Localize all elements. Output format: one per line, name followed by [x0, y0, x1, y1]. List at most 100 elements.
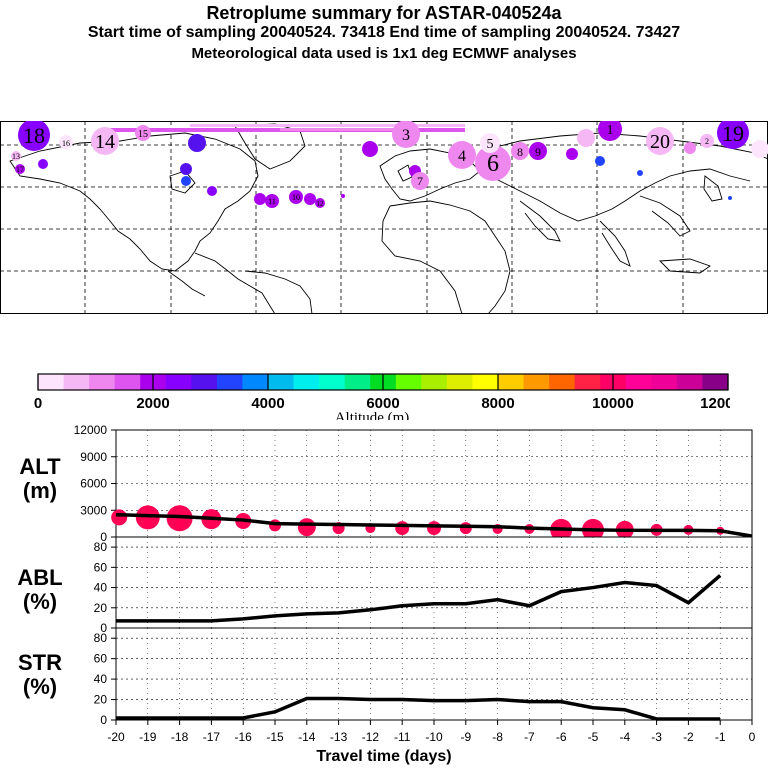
y-tick-label: 0	[100, 713, 107, 727]
x-tick-label: -11	[394, 730, 411, 744]
colorbar-cell	[395, 374, 422, 390]
y-tick-label: 20	[94, 601, 108, 615]
x-tick-label: -1	[715, 730, 726, 744]
y-tick-label: 20	[94, 693, 108, 707]
colorbar-tick-labels: 0 2000 4000 6000 8000 10000 12000	[34, 395, 730, 412]
x-tick-label: -9	[460, 730, 471, 744]
map-coastlines	[9, 123, 768, 314]
figure-title: Retroplume summary for ASTAR-040524a	[206, 3, 562, 23]
map-marker	[38, 159, 48, 169]
y-tick-label: 0	[100, 621, 107, 635]
x-tick-label: -3	[651, 730, 662, 744]
colorbar-cell	[191, 374, 218, 390]
colorbar-tick-label: 12000	[700, 395, 730, 412]
colorbar-cell	[268, 374, 295, 390]
colorbar-cell	[344, 374, 371, 390]
map-marker	[18, 121, 50, 151]
map-marker	[717, 121, 749, 149]
series-line	[116, 574, 722, 623]
str-panel-label-line2: (%)	[22, 674, 58, 699]
colorbar-cell	[446, 374, 473, 390]
colorbar-cell	[216, 374, 243, 390]
y-tick-label: 0	[100, 530, 107, 544]
abl-panel-label-line1: ABL	[17, 565, 63, 590]
x-tick-label: -8	[492, 730, 503, 744]
colorbar-cell	[472, 374, 499, 390]
x-tick-label: -2	[683, 730, 694, 744]
map-marker-label: 11	[268, 197, 276, 206]
map-marker-label: 19	[722, 121, 744, 146]
x-axis: -20 -19 -18 -17 -16 -15 -14 -13 -12 -11 -10 -9 -8 -7-…	[107, 720, 756, 744]
map-marker	[188, 134, 206, 152]
x-tick-label: -13	[330, 730, 348, 744]
map-marker-label: 16	[62, 139, 70, 148]
map-marker	[59, 135, 73, 149]
colorbar-tick-label: 2000	[136, 395, 169, 412]
map-marker	[289, 190, 303, 204]
colorbar-cell	[498, 374, 525, 390]
sampling-time-subtitle: Start time of sampling 20040524. 73418 E…	[87, 24, 681, 41]
colorbar-cell	[676, 374, 703, 390]
map-marker	[684, 142, 696, 154]
abl-panel-label: ABL (%)	[0, 566, 80, 614]
map-marker	[577, 129, 595, 147]
x-tick-label: -5	[588, 730, 599, 744]
map-marker-labels: 18 16 14 15 13 17 11 10 12 9 8 7 6 5 4 3…	[12, 121, 744, 208]
map-marker	[566, 148, 578, 160]
x-tick-label: -14	[298, 730, 316, 744]
x-tick-label: -19	[139, 730, 157, 744]
map-marker	[728, 196, 732, 200]
map-marker-label: 20	[650, 131, 670, 153]
colorbar-tick-label: 8000	[481, 395, 514, 412]
colorbar-cells	[38, 374, 729, 390]
alt-panel-label-line2: (m)	[22, 478, 58, 503]
y-tick-label: 40	[94, 672, 108, 686]
series-line	[115, 512, 753, 538]
colorbar-tick-label: 4000	[251, 395, 284, 412]
map-marker	[751, 140, 768, 158]
map-marker	[392, 121, 420, 148]
map-plume-tracks	[100, 124, 465, 132]
colorbar-ticks	[37, 374, 729, 390]
colorbar-cell	[293, 374, 320, 390]
colorbar-cell	[38, 374, 65, 390]
map-marker-label: 15	[138, 129, 148, 140]
y-tick-label: 60	[94, 560, 108, 574]
x-tick-label: -7	[524, 730, 535, 744]
map-marker	[91, 127, 119, 155]
x-tick-label: -16	[235, 730, 253, 744]
map-marker	[646, 127, 674, 155]
colorbar-cell	[625, 374, 652, 390]
map-marker	[135, 125, 151, 141]
cluster-marker	[427, 521, 441, 536]
str-panel-label: STR (%)	[0, 651, 80, 699]
x-tick-label: 0	[749, 730, 756, 744]
abl-panel-label-line2: (%)	[22, 589, 58, 614]
map-marker	[448, 141, 476, 169]
altitude-colorbar: 0 2000 4000 6000 8000 10000 12000 Altitu…	[34, 373, 730, 420]
x-tick-label: -4	[619, 730, 630, 744]
colorbar-cell	[702, 374, 729, 390]
map-marker-label: 8	[517, 145, 523, 159]
map-marker	[511, 142, 529, 160]
colorbar-cell	[319, 374, 346, 390]
colorbar-cell	[651, 374, 678, 390]
y-tick-label: 12000	[74, 425, 108, 437]
x-tick-label: -12	[362, 730, 380, 744]
alt-panel-label: ALT (m)	[0, 455, 80, 503]
map-marker	[598, 121, 622, 141]
y-tick-label: 9000	[80, 450, 107, 464]
colorbar-cell	[63, 374, 90, 390]
x-tick-label: -10	[425, 730, 443, 744]
map-marker	[315, 198, 325, 208]
map-marker	[207, 186, 217, 196]
y-tick-label: 60	[94, 652, 108, 666]
str-panel-label-line1: STR	[18, 650, 62, 675]
map-marker-label: 9	[535, 145, 541, 159]
map-marker-label: 7	[417, 174, 423, 188]
colorbar-cell	[523, 374, 550, 390]
map-marker-label: 13	[12, 152, 20, 161]
abl-panel: 0 20 40 60 80	[94, 536, 753, 635]
y-tick-label: 6000	[80, 477, 107, 491]
y-tick-label: 80	[94, 631, 108, 645]
